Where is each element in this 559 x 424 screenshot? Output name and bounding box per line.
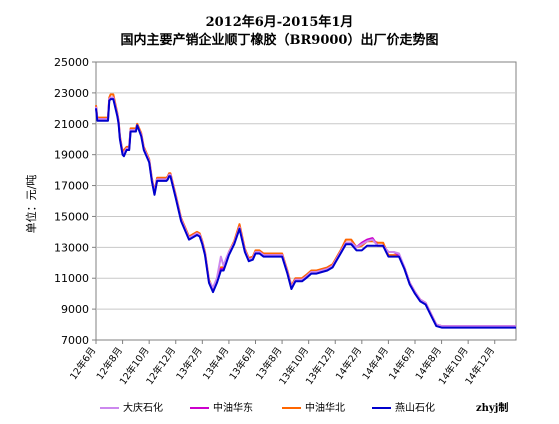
y-tick-label: 21000 <box>54 118 89 131</box>
legend-label: 中油华东 <box>213 403 253 414</box>
x-tick-label: 14年4月 <box>360 345 391 382</box>
y-tick-label: 11000 <box>54 272 89 285</box>
legend: 大庆石化 中油华东 中油华北 燕山石化 <box>100 399 540 415</box>
plot-area <box>95 61 517 341</box>
legend-item-daqing: 大庆石化 <box>100 399 163 414</box>
legend-label: 中油华北 <box>305 403 345 414</box>
x-tick-label: 14年6月 <box>386 345 417 382</box>
y-tick-label: 9000 <box>61 303 89 316</box>
y-tick-label: 23000 <box>54 87 89 100</box>
legend-label: 大庆石化 <box>123 403 163 414</box>
y-tick-label: 19000 <box>54 149 89 162</box>
series-line <box>95 98 516 329</box>
legend-swatch <box>372 407 391 409</box>
legend-item-huadong: 中油华东 <box>190 399 253 414</box>
credit-text: zhyj制 <box>476 403 509 414</box>
x-tick-label: 14年2月 <box>333 345 364 382</box>
y-tick-label: 25000 <box>54 56 89 69</box>
x-tick-label: 13年6月 <box>227 345 258 382</box>
legend-swatch <box>190 407 209 409</box>
legend-swatch <box>100 407 119 409</box>
y-tick-label: 17000 <box>54 180 89 193</box>
y-tick-label: 15000 <box>54 210 89 223</box>
chart-title-line2: 国内主要产销企业顺丁橡胶（BR9000）出厂价走势图 <box>120 33 439 48</box>
legend-label: 燕山石化 <box>395 403 435 414</box>
legend-swatch <box>282 407 301 409</box>
legend-item-huabei: 中油华北 <box>282 399 345 414</box>
x-tick-label: 12年6月 <box>67 345 98 382</box>
legend-item-yanshan: 燕山石化 <box>372 399 435 414</box>
x-tick-label: 13年2月 <box>174 345 205 382</box>
x-tick-label: 13年4月 <box>200 345 231 382</box>
y-tick-label: 13000 <box>54 241 89 254</box>
chart-title-line1: 2012年6月-2015年1月 <box>205 15 354 30</box>
y-tick-label: 7000 <box>61 334 89 347</box>
